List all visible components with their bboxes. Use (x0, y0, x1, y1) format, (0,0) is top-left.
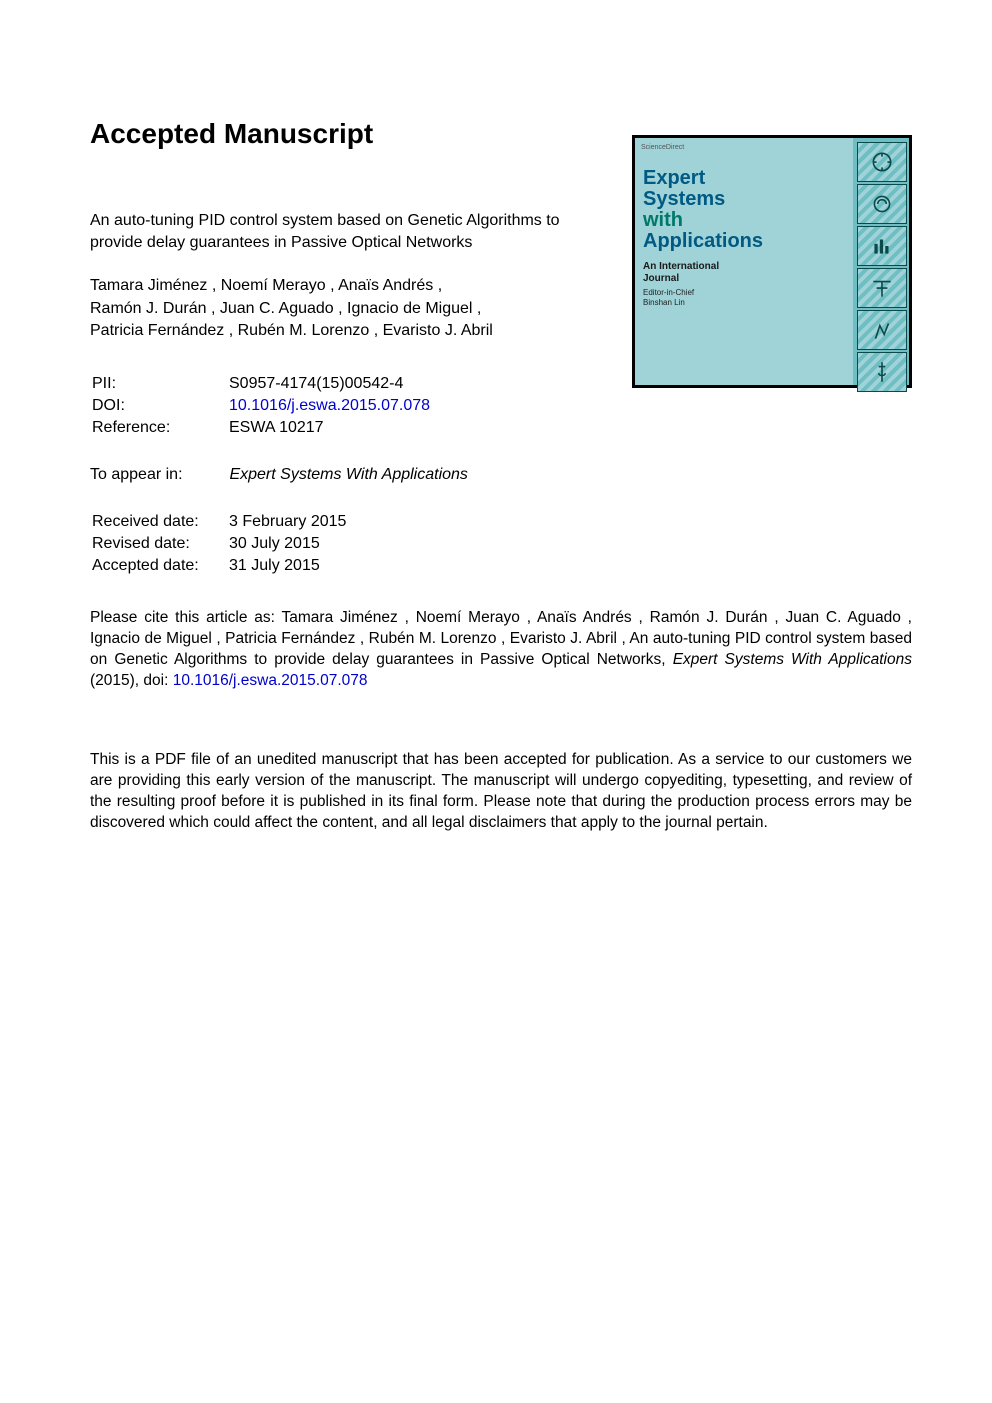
cover-subtitle-line: An International (643, 261, 719, 273)
doi-row: DOI: 10.1016/j.eswa.2015.07.078 (92, 396, 430, 416)
to-appear-journal: Expert Systems With Applications (229, 466, 467, 483)
cover-sidebar-panel (854, 138, 909, 385)
cover-publisher-logo: ScienceDirect (641, 144, 684, 151)
article-title-line: provide delay guarantees in Passive Opti… (90, 234, 472, 251)
pii-label: PII: (92, 374, 227, 394)
reference-row: Reference: ESWA 10217 (92, 418, 430, 438)
accepted-label: Accepted date: (92, 556, 227, 576)
revised-label: Revised date: (92, 534, 227, 554)
authors-line: Tamara Jiménez , Noemí Merayo , Anaïs An… (90, 277, 442, 294)
cover-title-line: with (643, 210, 763, 231)
identifiers-table: PII: S0957-4174(15)00542-4 DOI: 10.1016/… (90, 372, 432, 440)
authors-line: Patricia Fernández , Rubén M. Lorenzo , … (90, 322, 493, 339)
citation-journal: Expert Systems With Applications (673, 651, 912, 668)
cover-graphic-icon (857, 268, 907, 308)
cover-main-panel: ScienceDirect Expert Systems with Applic… (635, 138, 853, 385)
revised-value: 30 July 2015 (229, 534, 346, 554)
citation-year: (2015), doi: (90, 672, 173, 689)
cover-editor-name: Binshan Lin (643, 298, 694, 308)
received-label: Received date: (92, 512, 227, 532)
doi-label: DOI: (92, 396, 227, 416)
cover-subtitle: An International Journal (643, 261, 719, 285)
article-title-line: An auto-tuning PID control system based … (90, 212, 560, 229)
cover-title-line: Systems (643, 189, 763, 210)
cover-title-line: Applications (643, 231, 763, 252)
pii-row: PII: S0957-4174(15)00542-4 (92, 374, 430, 394)
cover-editor-block: Editor-in-Chief Binshan Lin (643, 288, 694, 307)
dates-table: Received date: 3 February 2015 Revised d… (90, 510, 348, 578)
cover-graphic-icon (857, 184, 907, 224)
to-appear-label: To appear in: (90, 466, 225, 484)
cover-title-line: Expert (643, 168, 763, 189)
citation-doi-link[interactable]: 10.1016/j.eswa.2015.07.078 (173, 672, 368, 689)
received-value: 3 February 2015 (229, 512, 346, 532)
article-title: An auto-tuning PID control system based … (90, 210, 610, 253)
article-authors: Tamara Jiménez , Noemí Merayo , Anaïs An… (90, 275, 610, 342)
cover-graphic-icon (857, 142, 907, 182)
cover-subtitle-line: Journal (643, 273, 719, 285)
to-appear-row: To appear in: Expert Systems With Applic… (90, 466, 912, 484)
reference-value: ESWA 10217 (229, 418, 430, 438)
citation-prefix: Please cite this article as: (90, 609, 282, 626)
cover-graphic-icon (857, 352, 907, 392)
cover-editor-label: Editor-in-Chief (643, 288, 694, 298)
cover-graphic-icon (857, 226, 907, 266)
cover-graphic-icon (857, 310, 907, 350)
citation-block: Please cite this article as: Tamara Jimé… (90, 608, 912, 692)
doi-link[interactable]: 10.1016/j.eswa.2015.07.078 (229, 397, 430, 414)
received-row: Received date: 3 February 2015 (92, 512, 346, 532)
accepted-row: Accepted date: 31 July 2015 (92, 556, 346, 576)
journal-cover-thumbnail: ScienceDirect Expert Systems with Applic… (632, 135, 912, 388)
accepted-value: 31 July 2015 (229, 556, 346, 576)
cover-icon-strip (856, 140, 907, 394)
revised-row: Revised date: 30 July 2015 (92, 534, 346, 554)
disclaimer-text: This is a PDF file of an unedited manusc… (90, 750, 912, 834)
pii-value: S0957-4174(15)00542-4 (229, 374, 430, 394)
authors-line: Ramón J. Durán , Juan C. Aguado , Ignaci… (90, 300, 481, 317)
cover-journal-title: Expert Systems with Applications (643, 168, 763, 252)
reference-label: Reference: (92, 418, 227, 438)
